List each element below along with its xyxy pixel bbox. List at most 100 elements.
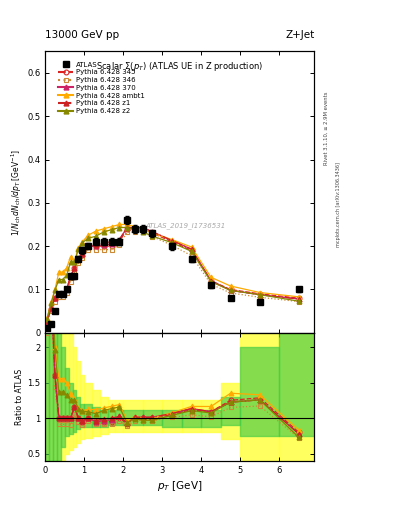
Pythia 6.428 ambt1 — [170, 237, 174, 243]
Pythia 6.428 345 — [45, 319, 50, 325]
Pythia 6.428 346 — [53, 298, 57, 305]
Pythia 6.428 z2 — [72, 259, 77, 265]
Pythia 6.428 ambt1 — [117, 221, 122, 227]
Pythia 6.428 346 — [72, 270, 77, 276]
Pythia 6.428 370 — [86, 243, 90, 249]
Pythia 6.428 370 — [132, 224, 137, 230]
Pythia 6.428 z2 — [296, 298, 301, 304]
Pythia 6.428 370 — [257, 292, 262, 298]
Pythia 6.428 370 — [80, 250, 84, 257]
Pythia 6.428 z1 — [86, 243, 90, 249]
Pythia 6.428 z1 — [94, 242, 98, 248]
Pythia 6.428 370 — [57, 291, 61, 297]
Pythia 6.428 z1 — [189, 246, 194, 252]
Pythia 6.428 346 — [132, 229, 137, 236]
Pythia 6.428 346 — [125, 229, 129, 236]
Line: Pythia 6.428 346: Pythia 6.428 346 — [45, 230, 301, 326]
Pythia 6.428 370 — [101, 242, 106, 248]
Pythia 6.428 ambt1 — [68, 254, 73, 260]
Pythia 6.428 370 — [64, 286, 69, 292]
Pythia 6.428 345 — [132, 226, 137, 232]
Pythia 6.428 346 — [45, 320, 50, 326]
Pythia 6.428 z1 — [140, 224, 145, 230]
Pythia 6.428 z1 — [80, 250, 84, 257]
Pythia 6.428 370 — [61, 291, 65, 297]
Pythia 6.428 z1 — [57, 291, 61, 297]
Pythia 6.428 ambt1 — [101, 226, 106, 232]
Pythia 6.428 345 — [76, 256, 81, 262]
Pythia 6.428 346 — [150, 233, 155, 240]
Pythia 6.428 z2 — [53, 287, 57, 293]
Pythia 6.428 ambt1 — [257, 289, 262, 295]
Pythia 6.428 ambt1 — [150, 230, 155, 236]
Pythia 6.428 346 — [101, 247, 106, 253]
Pythia 6.428 ambt1 — [61, 269, 65, 275]
Pythia 6.428 345 — [94, 243, 98, 249]
Pythia 6.428 z1 — [228, 287, 233, 293]
Line: Pythia 6.428 345: Pythia 6.428 345 — [45, 226, 301, 325]
Pythia 6.428 370 — [68, 273, 73, 280]
Text: 13000 GeV pp: 13000 GeV pp — [45, 30, 119, 40]
Pythia 6.428 z2 — [170, 240, 174, 246]
Line: Pythia 6.428 z1: Pythia 6.428 z1 — [45, 225, 301, 323]
Pythia 6.428 z1 — [68, 273, 73, 280]
Pythia 6.428 345 — [140, 226, 145, 232]
Pythia 6.428 ambt1 — [140, 226, 145, 232]
Pythia 6.428 370 — [228, 287, 233, 293]
Pythia 6.428 346 — [57, 294, 61, 301]
Pythia 6.428 345 — [86, 243, 90, 249]
X-axis label: $p_T$ [GeV]: $p_T$ [GeV] — [157, 479, 202, 493]
Pythia 6.428 z2 — [94, 233, 98, 239]
Pythia 6.428 z2 — [209, 279, 213, 285]
Pythia 6.428 346 — [228, 290, 233, 296]
Pythia 6.428 345 — [68, 273, 73, 280]
Pythia 6.428 z1 — [296, 296, 301, 302]
Text: Rivet 3.1.10, ≥ 2.9M events: Rivet 3.1.10, ≥ 2.9M events — [324, 91, 329, 165]
Pythia 6.428 z2 — [257, 292, 262, 298]
Pythia 6.428 ambt1 — [94, 228, 98, 234]
Pythia 6.428 345 — [64, 286, 69, 292]
Pythia 6.428 z2 — [109, 227, 114, 233]
Pythia 6.428 z1 — [45, 317, 50, 324]
Pythia 6.428 z1 — [72, 265, 77, 271]
Pythia 6.428 346 — [86, 247, 90, 253]
Pythia 6.428 345 — [61, 291, 65, 297]
Pythia 6.428 z1 — [49, 305, 53, 311]
Pythia 6.428 z2 — [80, 240, 84, 246]
Pythia 6.428 370 — [296, 296, 301, 302]
Pythia 6.428 ambt1 — [86, 232, 90, 239]
Pythia 6.428 ambt1 — [296, 294, 301, 300]
Pythia 6.428 370 — [94, 243, 98, 249]
Pythia 6.428 z2 — [86, 236, 90, 242]
Pythia 6.428 z2 — [125, 224, 129, 230]
Pythia 6.428 ambt1 — [76, 245, 81, 251]
Pythia 6.428 346 — [296, 298, 301, 305]
Line: Pythia 6.428 z2: Pythia 6.428 z2 — [45, 225, 301, 321]
Pythia 6.428 ambt1 — [189, 244, 194, 250]
Pythia 6.428 345 — [57, 291, 61, 297]
Text: ATLAS_2019_I1736531: ATLAS_2019_I1736531 — [145, 222, 225, 229]
Pythia 6.428 370 — [150, 229, 155, 235]
Text: mcplots.cern.ch [arXiv:1306.3436]: mcplots.cern.ch [arXiv:1306.3436] — [336, 162, 341, 247]
Pythia 6.428 346 — [64, 290, 69, 296]
Pythia 6.428 z2 — [117, 224, 122, 230]
Pythia 6.428 370 — [72, 265, 77, 271]
Pythia 6.428 z1 — [132, 224, 137, 230]
Pythia 6.428 370 — [170, 238, 174, 244]
Pythia 6.428 z2 — [68, 259, 73, 265]
Line: Pythia 6.428 370: Pythia 6.428 370 — [45, 225, 301, 323]
Pythia 6.428 370 — [53, 295, 57, 301]
Pythia 6.428 346 — [117, 242, 122, 248]
Pythia 6.428 345 — [209, 278, 213, 284]
Pythia 6.428 345 — [189, 247, 194, 253]
Pythia 6.428 345 — [228, 286, 233, 292]
Pythia 6.428 370 — [109, 241, 114, 247]
Y-axis label: Ratio to ATLAS: Ratio to ATLAS — [15, 369, 24, 425]
Pythia 6.428 z1 — [101, 240, 106, 246]
Pythia 6.428 ambt1 — [125, 221, 129, 227]
Pythia 6.428 346 — [189, 252, 194, 259]
Pythia 6.428 370 — [76, 256, 81, 262]
Pythia 6.428 345 — [117, 239, 122, 245]
Pythia 6.428 ambt1 — [72, 258, 77, 264]
Pythia 6.428 ambt1 — [64, 265, 69, 271]
